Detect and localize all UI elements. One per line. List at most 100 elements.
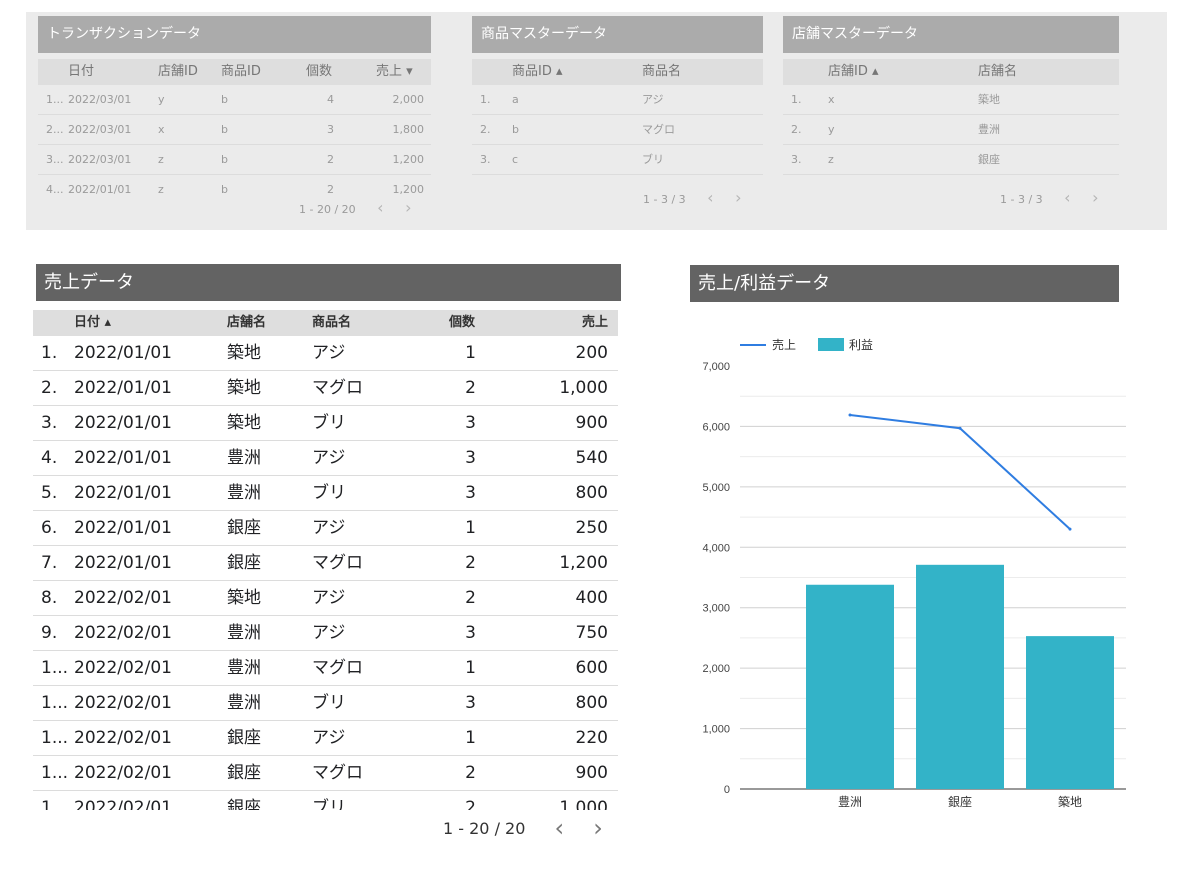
cell-date: 2022/02/01 — [74, 693, 172, 713]
header-date[interactable]: 日付 ▴ — [74, 315, 112, 330]
row-index: 1... — [41, 658, 69, 678]
cell-date: 2022/02/01 — [74, 623, 172, 643]
cell-product-name: アジ — [312, 588, 346, 608]
table-row: 3. c ブリ — [472, 145, 763, 175]
cell-date: 2022/01/01 — [74, 553, 172, 573]
cell-store-name: 銀座 — [227, 763, 261, 783]
chevron-left-icon[interactable]: ‹ — [707, 188, 714, 207]
chevron-right-icon[interactable]: › — [405, 198, 412, 217]
y-tick-label: 3,000 — [702, 603, 730, 615]
header-store-name[interactable]: 店舗名 — [227, 315, 267, 330]
cell-date: 2022/01/01 — [74, 518, 172, 538]
y-tick-label: 4,000 — [702, 542, 730, 554]
cell-date: 2022/02/01 — [74, 588, 172, 608]
cell-quantity: 3 — [465, 623, 476, 643]
cell-sales: 220 — [575, 728, 608, 748]
row-index: 7. — [41, 553, 58, 573]
cell-store-name: 豊洲 — [227, 658, 261, 678]
header-store-id[interactable]: 店舗ID — [158, 64, 198, 79]
table-row: 1... 2022/02/01 豊洲 ブリ 3 800 — [33, 686, 618, 721]
header-sales[interactable]: 売上 — [581, 315, 608, 330]
cell-date: 2022/01/01 — [74, 483, 172, 503]
cell-sales: 750 — [575, 623, 608, 643]
header-date[interactable]: 日付 — [68, 64, 95, 79]
cell-sales: 1,000 — [559, 798, 608, 810]
cell-sales: 900 — [575, 413, 608, 433]
table-row: 3. 2022/01/01 築地 ブリ 3 900 — [33, 406, 618, 441]
legend-label-sales: 売上 — [772, 337, 796, 352]
cell-product-name: アジ — [312, 518, 346, 538]
x-tick-label: 築地 — [1058, 794, 1082, 809]
cell-quantity: 1 — [465, 658, 476, 678]
table-row: 7. 2022/01/01 銀座 マグロ 2 1,200 — [33, 546, 618, 581]
cell-store-name: 築地 — [227, 378, 261, 398]
store-master-pager: 1 - 3 / 3 ‹ › — [1000, 188, 1098, 207]
cell-store-name: 銀座 — [227, 518, 261, 538]
pager-range: 1 - 20 / 20 — [299, 203, 356, 216]
cell-quantity: 3 — [465, 483, 476, 503]
row-index: 5. — [41, 483, 58, 503]
table-row: 3. z 銀座 — [783, 145, 1119, 175]
cell-quantity: 2 — [465, 763, 476, 783]
table-row: 1... 2022/02/01 銀座 マグロ 2 900 — [33, 756, 618, 791]
chevron-left-icon[interactable]: ‹ — [554, 814, 565, 842]
header-product-name[interactable]: 商品名 — [642, 64, 682, 79]
cell-quantity: 3 — [465, 693, 476, 713]
cell-date: 2022/02/01 — [74, 763, 172, 783]
table-row: 4... 2022/01/01 z b 2 1,200 — [46, 183, 424, 196]
chevron-left-icon[interactable]: ‹ — [1064, 188, 1071, 207]
table-row: 1 2022/02/01 銀座 ブリ 2 1,000 — [33, 791, 618, 810]
chevron-right-icon[interactable]: › — [735, 188, 742, 207]
table-row: 1... 2022/03/01 y b 4 2,000 — [38, 85, 431, 115]
legend-bar-swatch — [818, 338, 844, 351]
sales-table-body: 1. 2022/01/01 築地 アジ 1 200 2. 2022/01/01 築地マグロ 2 1,… — [33, 336, 618, 810]
cell-sales: 250 — [575, 518, 608, 538]
cell-product-name: ブリ — [312, 483, 346, 503]
row-index: 4. — [41, 448, 58, 468]
pager-range: 1 - 3 / 3 — [643, 193, 686, 206]
header-product-id[interactable]: 商品ID — [221, 64, 261, 79]
table-row: 8. 2022/02/01 築地 アジ 2 400 — [33, 581, 618, 616]
row-index: 1... — [41, 763, 69, 783]
cell-store-name: 豊洲 — [227, 693, 261, 713]
header-store-id[interactable]: 店舗ID ▴ — [828, 64, 879, 79]
bar-profit — [1026, 636, 1114, 789]
cell-store-name: 豊洲 — [227, 448, 261, 468]
cell-quantity: 2 — [465, 378, 476, 398]
header-sales[interactable]: 売上 ▾ — [376, 64, 413, 79]
transaction-table-title: トランザクションデータ — [38, 16, 431, 53]
row-index: 1... — [41, 728, 69, 748]
cell-sales: 800 — [575, 483, 608, 503]
header-product-id[interactable]: 商品ID ▴ — [512, 64, 563, 79]
y-tick-label: 7,000 — [702, 361, 730, 373]
y-tick-label: 2,000 — [702, 663, 730, 675]
sales-pager: 1 - 20 / 20 ‹ › — [443, 814, 603, 842]
header-store-name[interactable]: 店舗名 — [978, 64, 1018, 79]
cell-sales: 600 — [575, 658, 608, 678]
cell-date: 2022/01/01 — [74, 378, 172, 398]
cell-sales: 1,200 — [559, 553, 608, 573]
table-row: 1. 2022/01/01 築地 アジ 1 200 — [33, 336, 618, 371]
cell-store-name: 築地 — [227, 343, 261, 363]
cell-product-name: マグロ — [312, 553, 363, 573]
chevron-right-icon[interactable]: › — [593, 814, 603, 842]
pager-range: 1 - 20 / 20 — [443, 819, 526, 838]
table-row: 9. 2022/02/01 豊洲 アジ 3 750 — [33, 616, 618, 651]
table-row: 6. 2022/01/01 銀座 アジ 1 250 — [33, 511, 618, 546]
row-index: 2. — [41, 378, 58, 398]
chevron-right-icon[interactable]: › — [1092, 188, 1099, 207]
header-product-name[interactable]: 商品名 — [312, 315, 352, 330]
row-index: 1. — [41, 343, 58, 363]
header-quantity[interactable]: 個数 — [449, 315, 476, 330]
cell-product-name: マグロ — [312, 658, 363, 678]
product-master-table: 商品マスターデータ 商品ID ▴ 商品名 1. a アジ 2. b マグロ 3.… — [472, 16, 763, 207]
y-tick-label: 5,000 — [702, 482, 730, 494]
cell-quantity: 2 — [465, 588, 476, 608]
header-quantity[interactable]: 個数 — [306, 64, 333, 79]
sales-profit-chart: 0 1,000 2,000 3,000 4,000 5,000 6,000 7,000 豊洲 銀座… — [702, 337, 1126, 809]
sales-table-title: 売上データ — [36, 264, 621, 301]
cell-product-name: アジ — [312, 623, 346, 643]
cell-quantity: 3 — [465, 413, 476, 433]
cell-quantity: 1 — [465, 728, 476, 748]
chevron-left-icon[interactable]: ‹ — [377, 198, 384, 217]
